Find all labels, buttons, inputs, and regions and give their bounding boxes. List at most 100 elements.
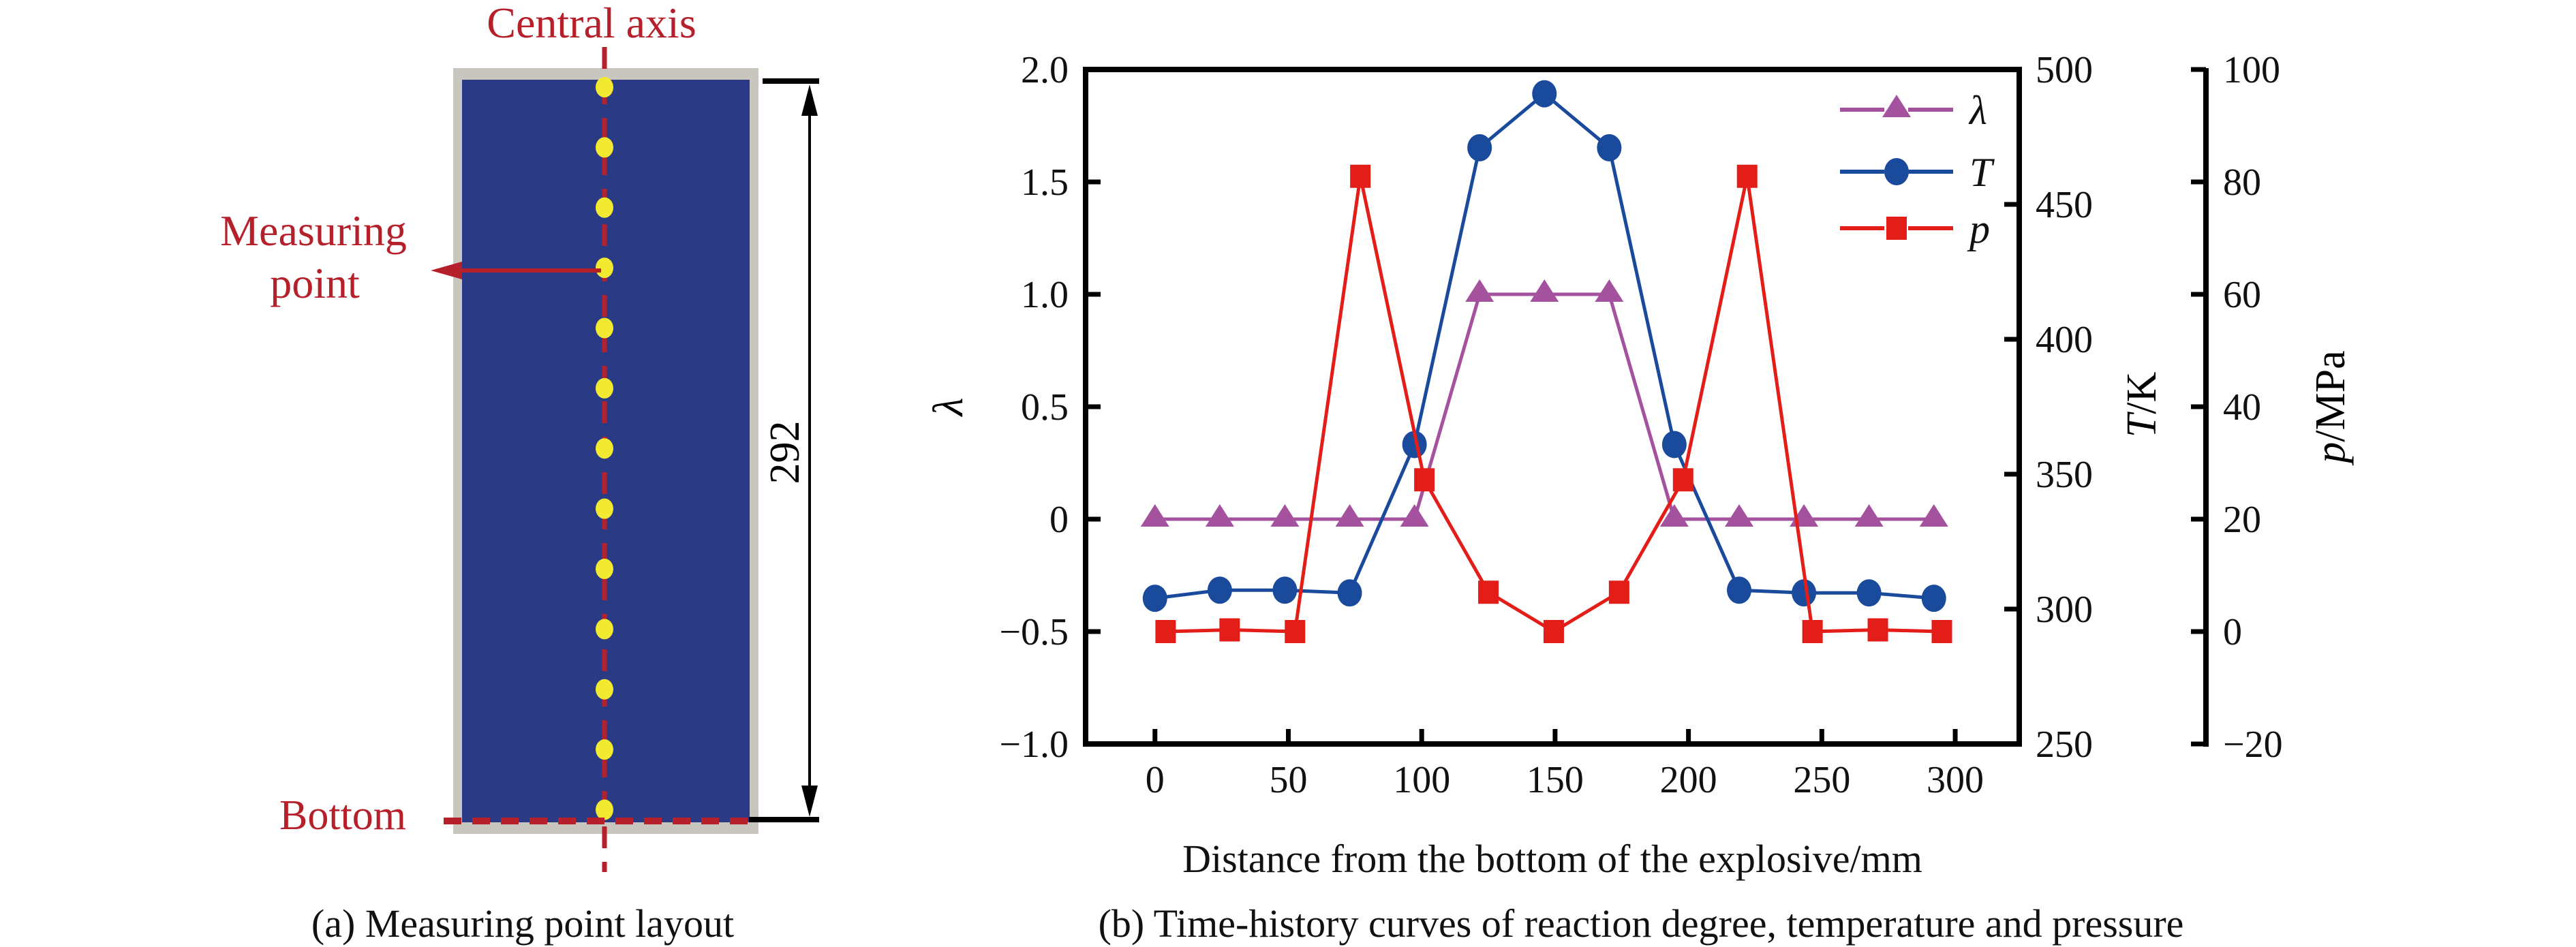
temperature-axis-unit: /K — [2119, 372, 2165, 414]
temperature-axis-ticks: 500 450 400 350 300 250 — [2004, 49, 2093, 766]
series-segment — [1229, 628, 1295, 634]
series-segment — [1348, 444, 1416, 594]
data-point-triangle — [1595, 279, 1624, 302]
lambda-axis-title: λ — [925, 398, 972, 418]
series-lambda — [1140, 279, 1948, 527]
series-segment — [1672, 444, 1741, 591]
data-point-triangle — [1335, 504, 1364, 527]
x-axis-title: Distance from the bottom of the explosiv… — [1182, 837, 1922, 881]
dimension-arrow-down-icon — [801, 786, 818, 817]
series-temperature — [1142, 80, 1946, 612]
pressure-tick-label: 60 — [2223, 274, 2261, 316]
series-segment — [1543, 92, 1610, 149]
measuring-point — [596, 77, 613, 97]
series-segment — [1552, 591, 1621, 634]
series-segment — [1165, 628, 1230, 634]
data-point-square — [1867, 618, 1888, 642]
data-point-circle — [1727, 576, 1751, 604]
measuring-point-arrow-head — [431, 262, 462, 279]
data-point-triangle — [1465, 279, 1494, 302]
data-point-circle — [1856, 579, 1882, 607]
x-tick-label: 0 — [1146, 759, 1165, 801]
data-point-triangle — [1659, 504, 1689, 527]
series-segment — [1877, 628, 1942, 634]
data-point-square — [1543, 620, 1564, 643]
series-segment — [1607, 294, 1676, 520]
measuring-points — [596, 77, 613, 820]
measuring-point-label-line2: point — [270, 259, 360, 307]
measuring-point — [596, 197, 613, 218]
series-segment — [1413, 147, 1482, 445]
plot-marks — [1140, 80, 1952, 643]
series-segment — [1607, 147, 1676, 445]
legend-marker-triangle — [1882, 95, 1911, 117]
data-point-circle — [1142, 585, 1167, 612]
data-point-circle — [1337, 579, 1362, 607]
data-point-circle — [1207, 576, 1232, 604]
lambda-tick-label: −1.0 — [999, 724, 1069, 766]
data-point-circle — [1467, 134, 1492, 161]
legend-label: λ — [1968, 88, 1987, 133]
series-segment — [1487, 591, 1555, 634]
x-tick-label: 300 — [1927, 759, 1984, 801]
dimension-arrow-up-icon — [801, 84, 818, 116]
measuring-point — [596, 559, 613, 579]
pressure-tick-label: 100 — [2223, 49, 2280, 91]
data-point-triangle — [1919, 504, 1948, 527]
data-point-circle — [1792, 579, 1817, 607]
measuring-point-label-line1: Measuring — [220, 206, 407, 255]
pressure-tick-label: 0 — [2223, 611, 2242, 653]
measuring-point — [596, 679, 613, 700]
data-point-circle — [1597, 134, 1622, 161]
lambda-tick-label: 1.5 — [1021, 161, 1069, 204]
lambda-tick-label: 1.0 — [1021, 274, 1069, 316]
data-point-triangle — [1270, 504, 1300, 527]
data-point-square — [1608, 580, 1629, 604]
pressure-tick-label: −20 — [2223, 724, 2283, 766]
data-point-square — [1672, 468, 1693, 492]
data-point-circle — [1921, 585, 1946, 612]
measuring-point — [596, 799, 613, 820]
temperature-axis-title: T/K — [2119, 372, 2165, 438]
panel-a: Central axis Bottom Measuring point 292 … — [220, 0, 819, 946]
measuring-point — [596, 258, 613, 279]
data-point-square — [1802, 620, 1823, 643]
legend-label: T — [1969, 150, 1995, 195]
data-point-triangle — [1725, 504, 1753, 527]
data-point-square — [1414, 468, 1435, 492]
temperature-tick-label: 250 — [2036, 724, 2093, 766]
lambda-axis-ticks: 2.0 1.5 1.0 0.5 0 −0.5 −1.0 — [999, 49, 1101, 766]
x-axis-ticks: 0 50 100 150 200 250 300 — [1146, 729, 1984, 801]
temperature-tick-label: 300 — [2036, 589, 2093, 631]
pressure-tick-label: 20 — [2223, 499, 2261, 541]
legend-label: p — [1967, 206, 1990, 251]
x-tick-label: 50 — [1269, 759, 1307, 801]
x-tick-label: 200 — [1660, 759, 1717, 801]
data-point-square — [1736, 164, 1758, 188]
data-point-square — [1478, 580, 1499, 604]
measuring-point — [596, 739, 613, 760]
series-pressure — [1155, 164, 1952, 643]
legend-item: p — [1840, 206, 1990, 251]
lambda-tick-label: 0.5 — [1021, 386, 1069, 429]
pressure-axis-unit: /MPa — [2307, 350, 2354, 441]
series-segment — [1358, 176, 1426, 480]
series-segment — [1293, 176, 1362, 632]
series-segment — [1478, 92, 1546, 149]
series-segment — [1812, 628, 1878, 634]
measuring-point — [596, 377, 613, 399]
central-axis-label: Central axis — [487, 0, 696, 47]
legend-item: λ — [1840, 88, 1987, 133]
legend: λTp — [1840, 88, 1995, 251]
data-point-circle — [1272, 576, 1298, 604]
legend-item: T — [1840, 150, 1995, 195]
panel-b: 0 50 100 150 200 250 300 2.01.51.00.50−0.5−1.0… — [925, 49, 2354, 946]
temperature-tick-label: 450 — [2036, 184, 2093, 226]
data-point-triangle — [1400, 504, 1429, 527]
data-point-triangle — [1140, 504, 1169, 527]
data-point-circle — [1532, 80, 1557, 108]
data-point-square — [1285, 620, 1306, 643]
data-point-square — [1350, 164, 1371, 188]
legend-marker-circle — [1884, 158, 1909, 185]
